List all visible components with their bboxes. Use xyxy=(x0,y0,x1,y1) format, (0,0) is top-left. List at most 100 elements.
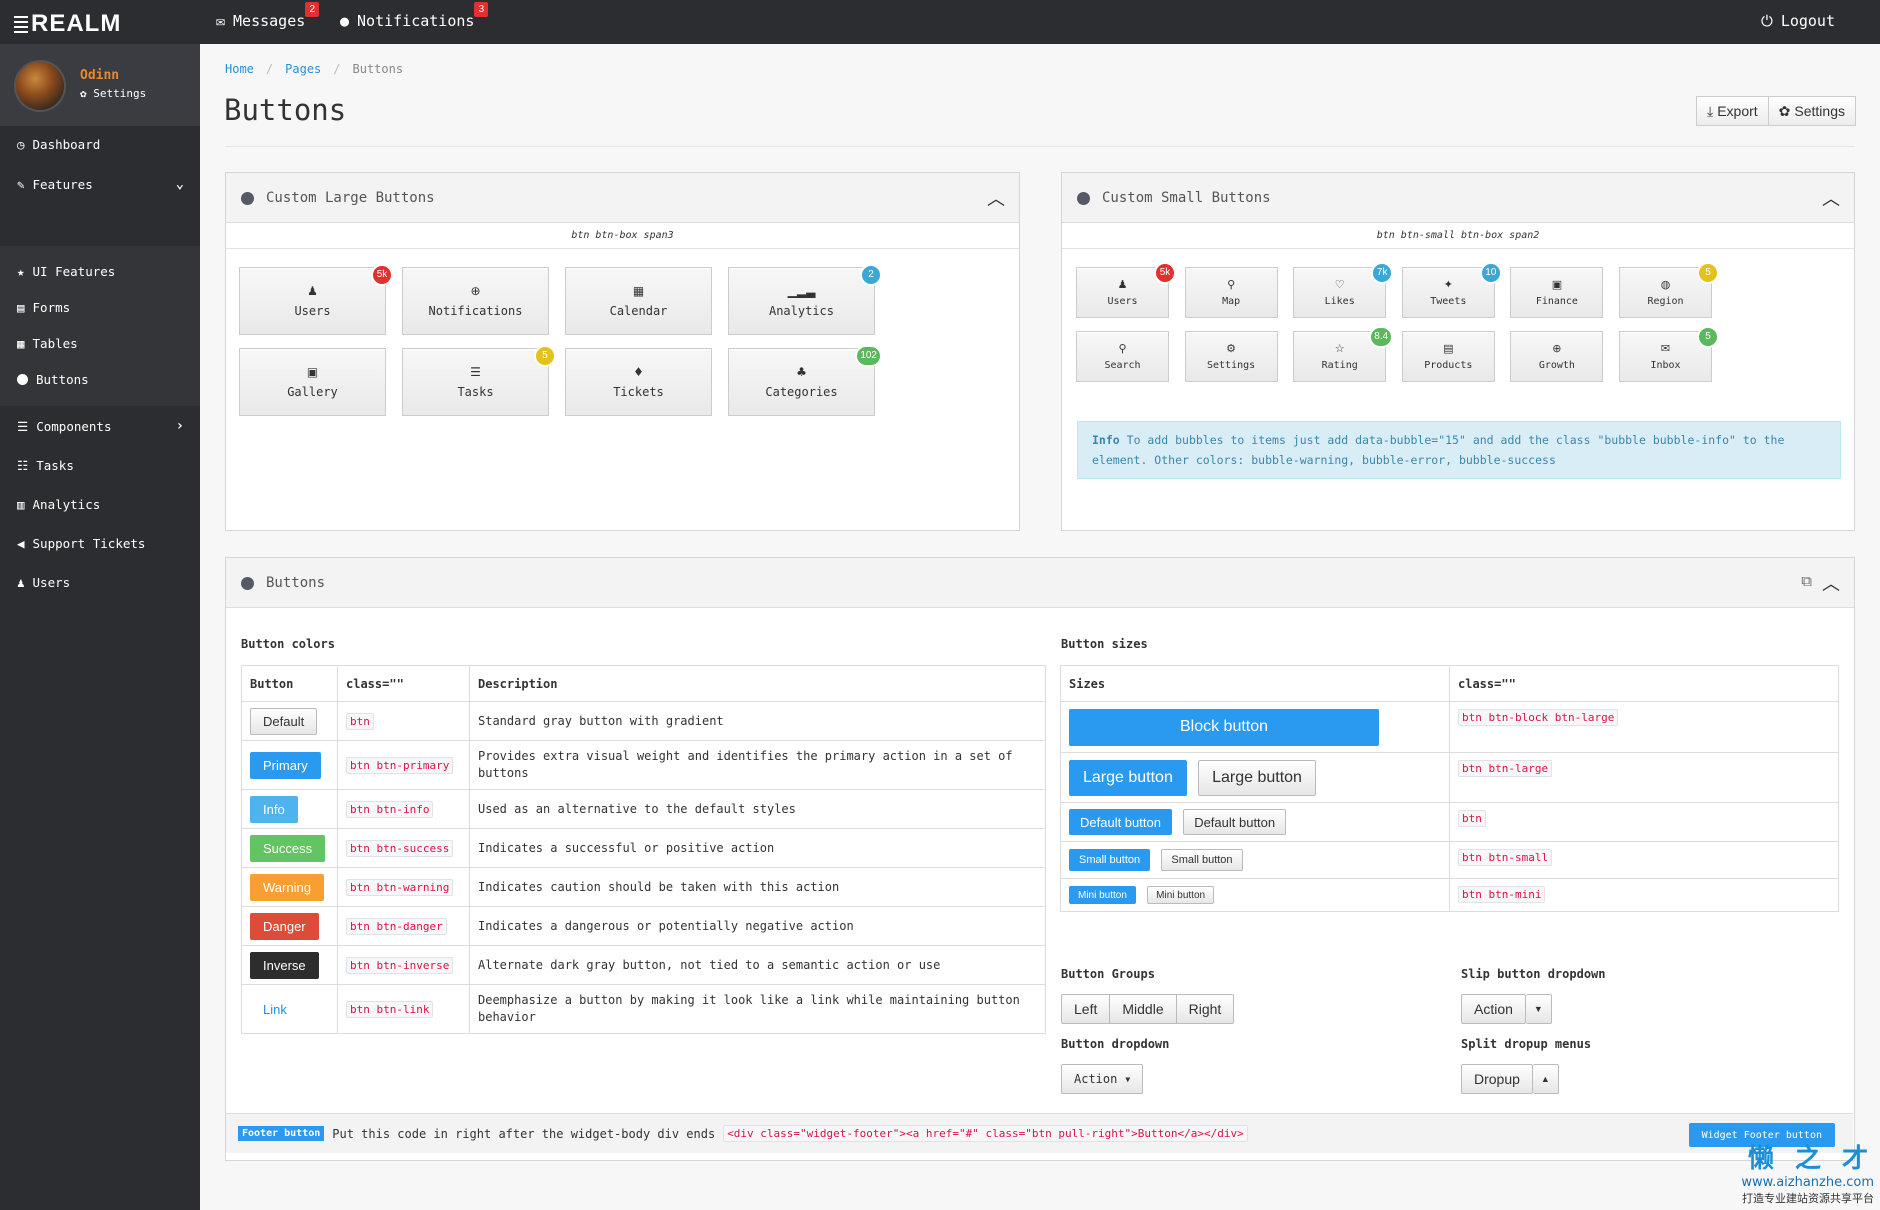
button-cell: Link xyxy=(241,984,338,1034)
sample-success-button[interactable]: Success xyxy=(250,834,326,862)
features-submenu xyxy=(0,246,200,406)
lightbulb-icon: ♦ xyxy=(633,365,644,379)
sample-primary-button[interactable]: Primary xyxy=(250,751,321,779)
sidebar-item-label: Features xyxy=(32,176,93,192)
bubble-badge: 10 xyxy=(1479,262,1502,284)
sidebar-item-components[interactable]: ☰ Components › xyxy=(0,407,200,445)
small-box-button[interactable]: ♟ Users 5k xyxy=(1076,262,1176,318)
table-header-row: Sizes class="" xyxy=(1060,665,1839,702)
small-box-button[interactable]: ▣ Finance xyxy=(1510,267,1604,318)
primary-size-button[interactable]: Default button xyxy=(1069,809,1172,835)
widget-bullet-icon xyxy=(241,577,254,590)
large-box-button[interactable]: ☰ Tasks 5 xyxy=(402,345,556,416)
button-cell: Primary xyxy=(241,740,338,790)
sample-default-button[interactable]: Default xyxy=(250,707,318,735)
dropdown-action-label: Action xyxy=(1074,1072,1118,1086)
sidebar-item-support-tickets[interactable]: ◀ Support Tickets xyxy=(0,524,200,562)
caret-up-icon[interactable]: ▲ xyxy=(1532,1064,1559,1094)
group-middle-button[interactable]: Middle xyxy=(1110,994,1177,1024)
sidebar-item-tables[interactable]: ▦ Tables xyxy=(0,325,200,361)
slip-action-button[interactable]: Action xyxy=(1461,994,1526,1024)
primary-size-button[interactable]: Mini button xyxy=(1069,886,1136,904)
primary-size-button[interactable]: Large button xyxy=(1069,759,1187,796)
sample-warning-button[interactable]: Warning xyxy=(250,873,324,901)
description-cell: Indicates caution should be taken with t… xyxy=(469,867,1046,907)
small-box-button[interactable]: ⚙ Settings xyxy=(1184,331,1278,382)
widget-footer-button[interactable]: Widget Footer button xyxy=(1688,1123,1835,1147)
sample-danger-button[interactable]: Danger xyxy=(250,912,319,940)
sidebar-item-features[interactable]: ✎ Features ⌄ xyxy=(0,164,200,204)
chevron-up-icon[interactable]: ︿ xyxy=(1822,574,1840,595)
sample-inverse-button[interactable]: Inverse xyxy=(250,951,319,979)
group-right-button[interactable]: Right xyxy=(1176,994,1235,1024)
messages-link[interactable]: ✉ Messages 2 xyxy=(216,2,320,30)
info-alert: Info To add bubbles to items just add da… xyxy=(1077,421,1841,479)
small-box-button[interactable]: ✉ Inbox 5 xyxy=(1619,326,1719,382)
table-icon: ▦ xyxy=(17,335,25,351)
dropup-button[interactable]: Dropup xyxy=(1461,1064,1533,1094)
bubble-badge: 5 xyxy=(1697,262,1719,284)
default-size-button[interactable]: Small button xyxy=(1161,849,1243,871)
profile-settings-link[interactable]: ✿ Settings xyxy=(80,87,146,100)
class-cell: btn btn-small xyxy=(1449,841,1839,879)
wand-icon: ✎ xyxy=(17,176,25,192)
messages-badge: 2 xyxy=(305,2,320,17)
default-size-button[interactable]: Large button xyxy=(1198,759,1316,796)
sidebar-item-dashboard[interactable]: ◷ Dashboard xyxy=(0,125,200,163)
notifications-link[interactable]: ● Notifications 3 xyxy=(340,2,489,30)
small-box-button[interactable]: ♡ Likes 7k xyxy=(1293,262,1394,318)
settings-button[interactable]: ✿ Settings xyxy=(1768,96,1856,126)
large-box-button[interactable]: ▣ Gallery xyxy=(239,348,386,416)
large-box-button[interactable]: ⊕ Notifications xyxy=(402,267,549,335)
large-box-button[interactable]: ▦ Calendar xyxy=(565,267,712,335)
large-box-button[interactable]: ♦ Tickets xyxy=(565,348,712,416)
sidebar-item-ui-features[interactable]: ★ UI Features xyxy=(0,253,200,289)
caret-down-icon[interactable]: ▼ xyxy=(1525,994,1552,1024)
widget-bullet-icon xyxy=(241,192,254,205)
sidebar-item-users[interactable]: ♟ Users xyxy=(0,563,200,601)
dropdown-action-button[interactable]: Action ▼ xyxy=(1061,1064,1144,1094)
group-left-button[interactable]: Left xyxy=(1061,994,1111,1024)
small-box-button[interactable]: ⚲ Map xyxy=(1184,267,1278,318)
messages-label: Messages xyxy=(233,12,306,30)
small-box-button[interactable]: ⚲ Search xyxy=(1076,331,1169,382)
sample-link-button[interactable]: Link xyxy=(263,1001,287,1017)
brand-logo[interactable]: REALM xyxy=(14,10,121,38)
large-box-button[interactable]: ♟ Users 5k xyxy=(239,264,393,335)
default-size-button[interactable]: Default button xyxy=(1183,809,1287,835)
external-link-icon[interactable]: ⧉ xyxy=(1801,572,1812,590)
primary-size-button[interactable]: Block button xyxy=(1069,708,1379,746)
avatar[interactable] xyxy=(14,60,66,112)
logout-link[interactable]: ⏻ Logout xyxy=(1761,12,1835,30)
watermark-brand: 懒 之 才 xyxy=(1747,1144,1874,1174)
chevron-up-icon[interactable]: ︿ xyxy=(987,189,1005,210)
sidebar-item-tasks[interactable]: ☷ Tasks xyxy=(0,446,200,484)
plus-circle-icon: ⊕ xyxy=(1552,342,1562,355)
profile-panel: Odinn ✿ Settings xyxy=(0,44,200,126)
small-box-button[interactable]: ▤ Products xyxy=(1401,331,1495,382)
small-box-button[interactable]: ☆ Rating 8.4 xyxy=(1293,326,1394,382)
widget-caption: btn btn-box span3 xyxy=(226,223,1019,249)
default-size-button[interactable]: Mini button xyxy=(1147,886,1215,904)
settings-label: Settings xyxy=(1794,103,1845,119)
primary-size-button[interactable]: Small button xyxy=(1069,849,1151,871)
class-code: btn btn-block btn-large xyxy=(1458,709,1619,726)
table-row: Success btn btn-success Indicates a succ… xyxy=(241,828,1046,868)
large-box-button[interactable]: ♣ Categories 102 xyxy=(728,345,882,416)
large-box-button[interactable]: ▁▂▃ Analytics 2 xyxy=(728,264,882,335)
sidebar-item-forms[interactable]: ▤ Forms xyxy=(0,289,200,325)
chevron-up-icon[interactable]: ︿ xyxy=(1822,189,1840,210)
profile-name[interactable]: Odinn xyxy=(80,68,120,83)
small-box-button[interactable]: ✦ Tweets 10 xyxy=(1401,262,1502,318)
info-alert-label: Info xyxy=(1092,433,1120,447)
export-button[interactable]: ⤓ Export xyxy=(1696,96,1769,126)
sidebar-item-analytics[interactable]: ▥ Analytics xyxy=(0,485,200,523)
sample-info-button[interactable]: Info xyxy=(250,795,298,823)
breadcrumb-home[interactable]: Home xyxy=(225,62,254,76)
small-box-button[interactable]: ⊕ Growth xyxy=(1510,331,1604,382)
breadcrumb-pages[interactable]: Pages xyxy=(285,62,322,76)
table-row: Block button btn btn-block btn-large xyxy=(1060,701,1839,753)
small-box-button[interactable]: ◍ Region 5 xyxy=(1619,262,1719,318)
sidebar-item-buttons[interactable]: Buttons xyxy=(0,361,200,397)
box-button-label: Search xyxy=(1104,360,1141,371)
